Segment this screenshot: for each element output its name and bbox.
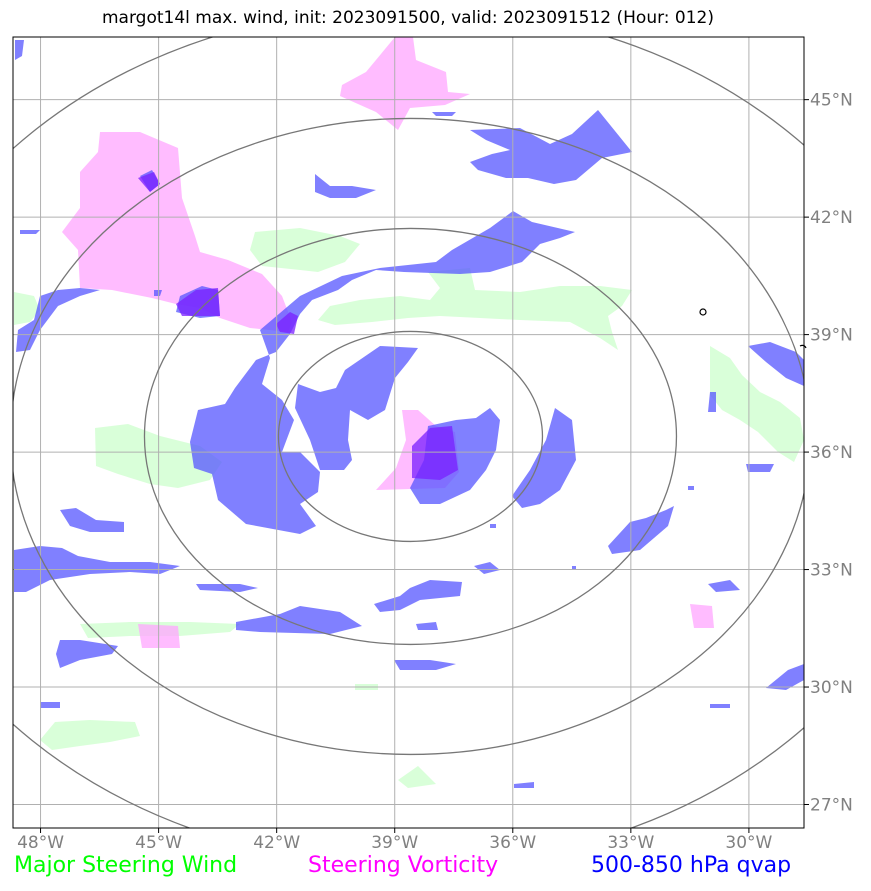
vorticity-overlap-area <box>138 172 160 192</box>
qvap-area <box>196 584 258 592</box>
steering-vorticity-area <box>62 132 292 332</box>
qvap-area <box>20 230 40 234</box>
qvap-area <box>40 702 60 708</box>
legend-steering-wind: Major Steering Wind <box>14 853 238 878</box>
latitude-ticks: 27°N 30°N 33°N 36°N 39°N 42°N 45°N <box>804 91 853 816</box>
longitude-ticks: 48°W 45°W 42°W 39°W 36°W 33°W 30°W <box>17 828 773 853</box>
range-ring <box>143 227 678 646</box>
qvap-area <box>490 524 496 528</box>
range-ring <box>277 330 544 543</box>
qvap-area <box>688 486 694 490</box>
y-tick-label: 45°N <box>810 91 853 111</box>
qvap-area <box>394 660 456 670</box>
vorticity-overlap-layer <box>138 172 458 480</box>
qvap-area <box>710 704 730 708</box>
qvap-area <box>432 112 456 116</box>
vorticity-overlap-area <box>276 312 298 334</box>
range-ring <box>13 117 804 755</box>
vorticity-overlap-area <box>412 426 458 480</box>
steering-wind-area <box>14 292 40 325</box>
qvap-area <box>154 290 162 296</box>
qvap-area <box>236 606 362 634</box>
y-tick-label: 27°N <box>810 796 853 816</box>
y-tick-label: 39°N <box>810 326 853 346</box>
qvap-area <box>14 546 180 592</box>
y-tick-label: 42°N <box>810 208 853 228</box>
qvap-area <box>748 342 804 386</box>
steering-wind-area <box>318 268 632 350</box>
qvap-area <box>190 211 575 534</box>
steering-wind-area <box>40 720 140 750</box>
legend-steering-vorticity: Steering Vorticity <box>308 853 499 878</box>
vorticity-overlap-area <box>176 288 220 316</box>
plot-frame <box>12 36 805 829</box>
qvap-area <box>374 580 462 612</box>
y-tick-label: 33°N <box>810 561 853 581</box>
x-tick-label: 39°W <box>371 833 418 853</box>
qvap-area <box>15 40 24 60</box>
qvap-area <box>512 408 576 508</box>
graticule <box>13 37 804 828</box>
map-title: margot14l max. wind, init: 2023091500, v… <box>101 8 715 28</box>
qvap-area <box>766 664 804 690</box>
qvap-area <box>315 174 376 198</box>
y-tick-label: 30°N <box>810 678 853 698</box>
qvap-area <box>514 782 534 788</box>
qvap-area <box>60 508 124 532</box>
qvap-area <box>416 622 438 630</box>
x-tick-label: 45°W <box>135 833 182 853</box>
qvap-area <box>474 562 500 574</box>
x-tick-label: 42°W <box>253 833 300 853</box>
x-tick-label: 48°W <box>17 833 64 853</box>
qvap-area <box>708 580 740 592</box>
qvap-area <box>572 566 576 570</box>
steering-vorticity-area <box>340 37 470 130</box>
steering-vorticity-area <box>690 604 714 628</box>
x-tick-label: 36°W <box>489 833 536 853</box>
legend-qvap: 500-850 hPa qvap <box>591 853 792 878</box>
x-tick-label: 33°W <box>607 833 654 853</box>
qvap-area <box>608 506 674 554</box>
steering-wind-area <box>710 346 804 462</box>
range-rings <box>13 37 804 828</box>
steering-wind-area <box>250 228 360 272</box>
qvap-area <box>16 288 100 352</box>
x-tick-label: 30°W <box>725 833 772 853</box>
qvap-area <box>295 346 418 470</box>
y-tick-label: 36°N <box>810 443 853 463</box>
qvap-area <box>56 640 118 668</box>
qvap-area <box>746 464 774 472</box>
qvap-area <box>708 392 716 412</box>
steering-wind-area <box>398 766 436 788</box>
